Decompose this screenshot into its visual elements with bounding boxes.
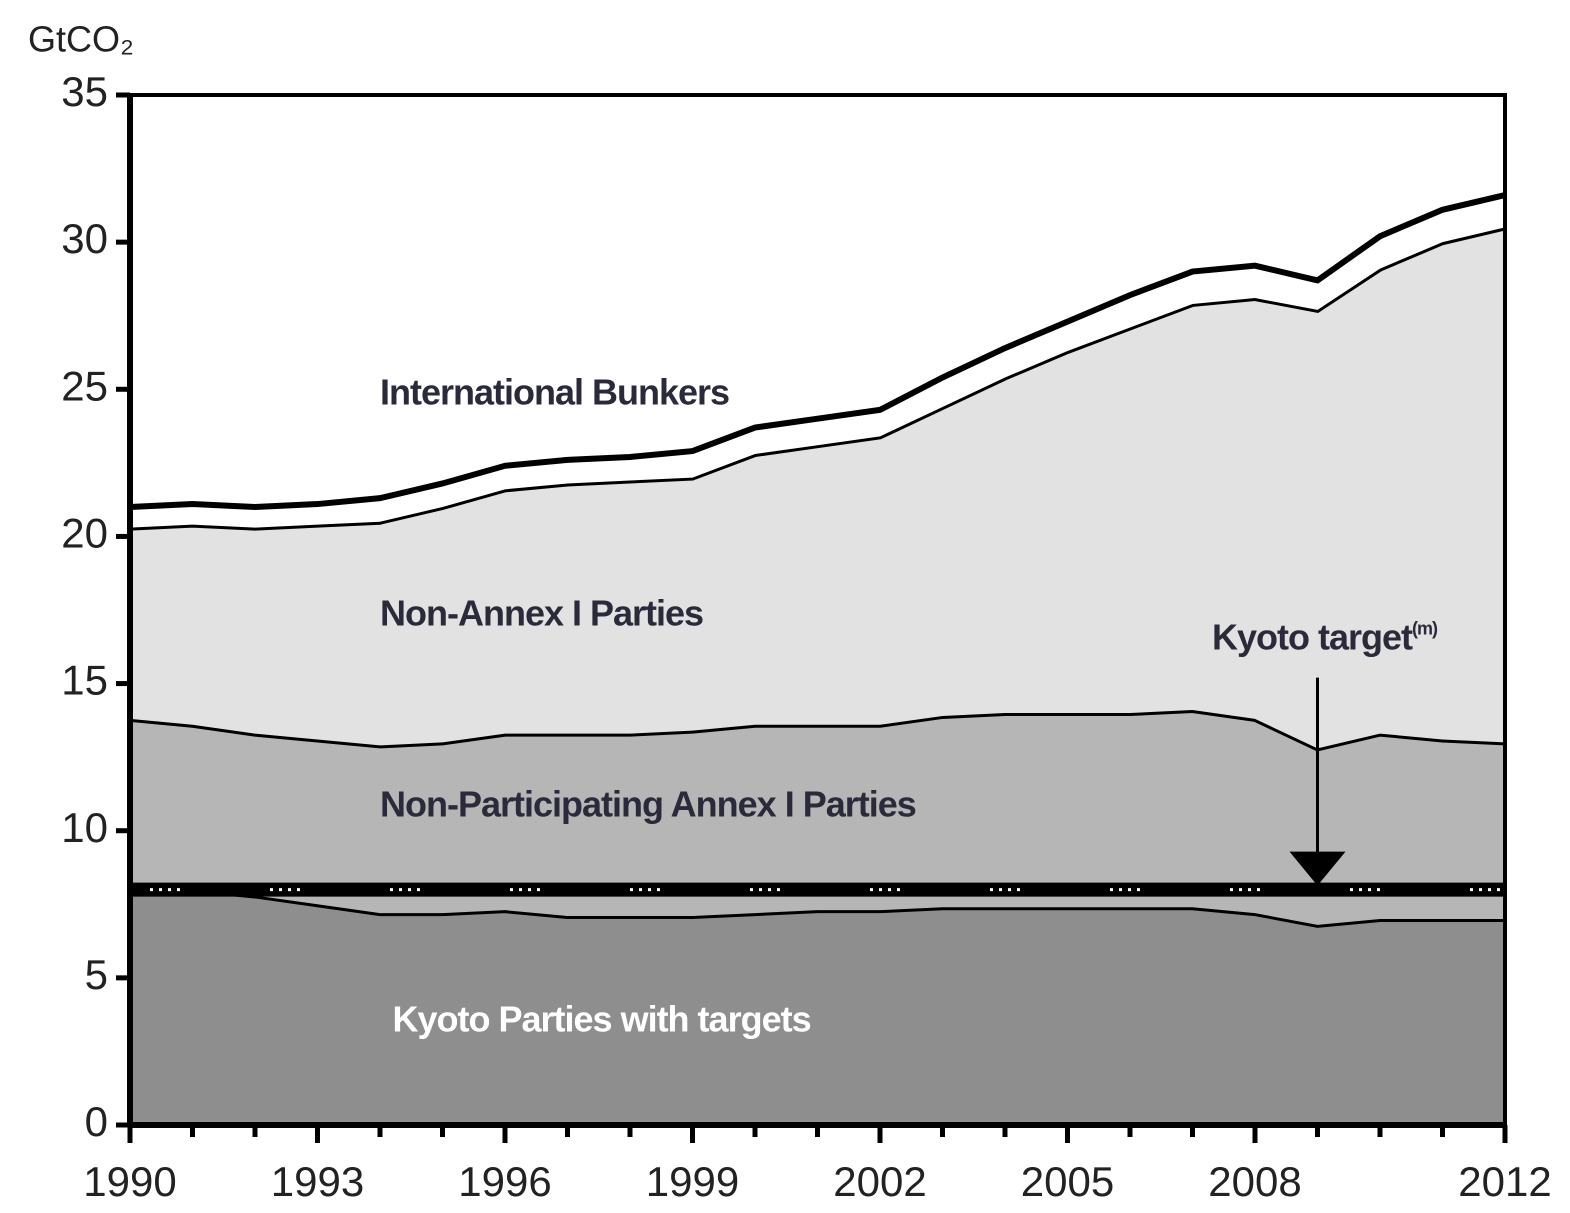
area-label: Non-Participating Annex I Parties [380,784,916,825]
area [130,710,1505,925]
y-tick-label: 20 [61,510,108,557]
annotation-text: Kyoto target [1212,616,1413,657]
target-arrowhead [1289,851,1346,886]
y-tick-label: 25 [61,362,108,409]
y-tick-label: 30 [61,215,108,262]
x-tick-label: 2008 [1208,1158,1301,1205]
y-tick-label: 15 [61,657,108,704]
x-tick-label: 1999 [646,1158,739,1205]
area-label: International Bunkers [380,372,729,413]
area-label: Non-Annex I Parties [380,592,703,633]
x-tick-label: 1990 [83,1158,176,1205]
annotation-note: (m) [1412,618,1438,638]
x-tick-label: 2002 [833,1158,926,1205]
x-tick-label: 2012 [1458,1158,1551,1205]
area-label: Kyoto Parties with targets [393,999,811,1040]
y-tick-label: 5 [85,951,108,998]
area [130,883,1505,1125]
annotation: Kyoto target(m) [1212,616,1438,657]
x-tick-label: 2005 [1021,1158,1114,1205]
area [130,227,1505,749]
area-edge [129,192,1506,511]
y-tick-label: 10 [61,804,108,851]
y-axis-label: GtCO₂ [28,19,134,60]
y-tick-label: 0 [85,1098,108,1145]
x-tick-label: 1993 [271,1158,364,1205]
x-tick-label: 1996 [458,1158,551,1205]
y-tick-label: 35 [61,68,108,115]
